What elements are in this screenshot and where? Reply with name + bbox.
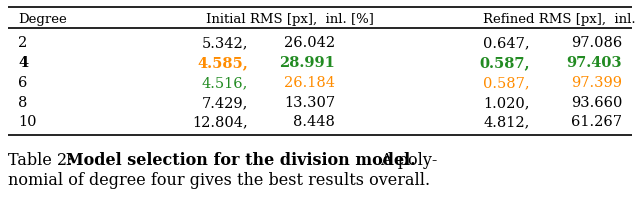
- Text: Model selection for the division model.: Model selection for the division model.: [66, 152, 415, 169]
- Text: 2: 2: [18, 36, 28, 50]
- Text: 4: 4: [18, 56, 28, 70]
- Text: 97.086: 97.086: [571, 36, 622, 50]
- Text: 93.660: 93.660: [571, 96, 622, 110]
- Text: Degree: Degree: [18, 13, 67, 26]
- Text: 61.267: 61.267: [571, 115, 622, 129]
- Text: Initial RMS [px],  inl. [%]: Initial RMS [px], inl. [%]: [206, 13, 374, 26]
- Text: A poly-: A poly-: [376, 152, 437, 169]
- Text: 1.020,: 1.020,: [483, 96, 530, 110]
- Text: 5.342,: 5.342,: [202, 36, 248, 50]
- Text: nomial of degree four gives the best results overall.: nomial of degree four gives the best res…: [8, 172, 430, 189]
- Text: 97.403: 97.403: [566, 56, 622, 70]
- Text: 28.991: 28.991: [279, 56, 335, 70]
- Text: 26.184: 26.184: [284, 76, 335, 90]
- Text: 8.448: 8.448: [293, 115, 335, 129]
- Text: 97.399: 97.399: [571, 76, 622, 90]
- Text: 7.429,: 7.429,: [202, 96, 248, 110]
- Text: 13.307: 13.307: [284, 96, 335, 110]
- Text: 0.587,: 0.587,: [483, 76, 530, 90]
- Text: 4.516,: 4.516,: [202, 76, 248, 90]
- Text: 12.804,: 12.804,: [192, 115, 248, 129]
- Text: Refined RMS [px],  inl. [%]: Refined RMS [px], inl. [%]: [483, 13, 640, 26]
- Text: 0.647,: 0.647,: [483, 36, 530, 50]
- Text: 4.812,: 4.812,: [484, 115, 530, 129]
- Text: 10: 10: [18, 115, 36, 129]
- Text: 0.587,: 0.587,: [479, 56, 530, 70]
- Text: 26.042: 26.042: [284, 36, 335, 50]
- Text: Table 2:: Table 2:: [8, 152, 77, 169]
- Text: 4.585,: 4.585,: [197, 56, 248, 70]
- Text: 8: 8: [18, 96, 28, 110]
- Text: 6: 6: [18, 76, 28, 90]
